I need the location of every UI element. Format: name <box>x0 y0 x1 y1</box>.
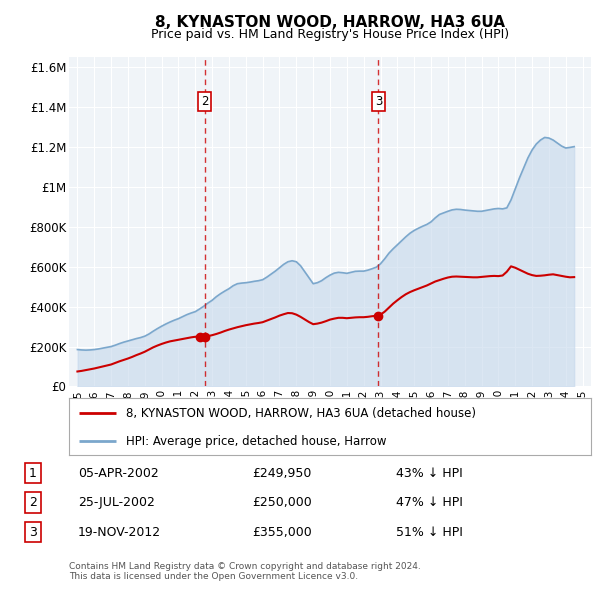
Text: 47% ↓ HPI: 47% ↓ HPI <box>396 496 463 509</box>
Text: 3: 3 <box>29 526 37 539</box>
Text: 2: 2 <box>201 95 208 108</box>
Text: 1: 1 <box>29 467 37 480</box>
Text: HPI: Average price, detached house, Harrow: HPI: Average price, detached house, Harr… <box>127 434 387 448</box>
Text: 2: 2 <box>29 496 37 509</box>
Text: 51% ↓ HPI: 51% ↓ HPI <box>396 526 463 539</box>
Text: 8, KYNASTON WOOD, HARROW, HA3 6UA (detached house): 8, KYNASTON WOOD, HARROW, HA3 6UA (detac… <box>127 407 476 419</box>
Text: 8, KYNASTON WOOD, HARROW, HA3 6UA: 8, KYNASTON WOOD, HARROW, HA3 6UA <box>155 15 505 30</box>
Text: 05-APR-2002: 05-APR-2002 <box>78 467 159 480</box>
Text: £250,000: £250,000 <box>252 496 312 509</box>
Text: Contains HM Land Registry data © Crown copyright and database right 2024.: Contains HM Land Registry data © Crown c… <box>69 562 421 571</box>
Text: £355,000: £355,000 <box>252 526 312 539</box>
Text: 19-NOV-2012: 19-NOV-2012 <box>78 526 161 539</box>
Text: 3: 3 <box>375 95 382 108</box>
Text: 25-JUL-2002: 25-JUL-2002 <box>78 496 155 509</box>
Text: This data is licensed under the Open Government Licence v3.0.: This data is licensed under the Open Gov… <box>69 572 358 581</box>
Text: Price paid vs. HM Land Registry's House Price Index (HPI): Price paid vs. HM Land Registry's House … <box>151 28 509 41</box>
Text: £249,950: £249,950 <box>252 467 311 480</box>
Text: 43% ↓ HPI: 43% ↓ HPI <box>396 467 463 480</box>
